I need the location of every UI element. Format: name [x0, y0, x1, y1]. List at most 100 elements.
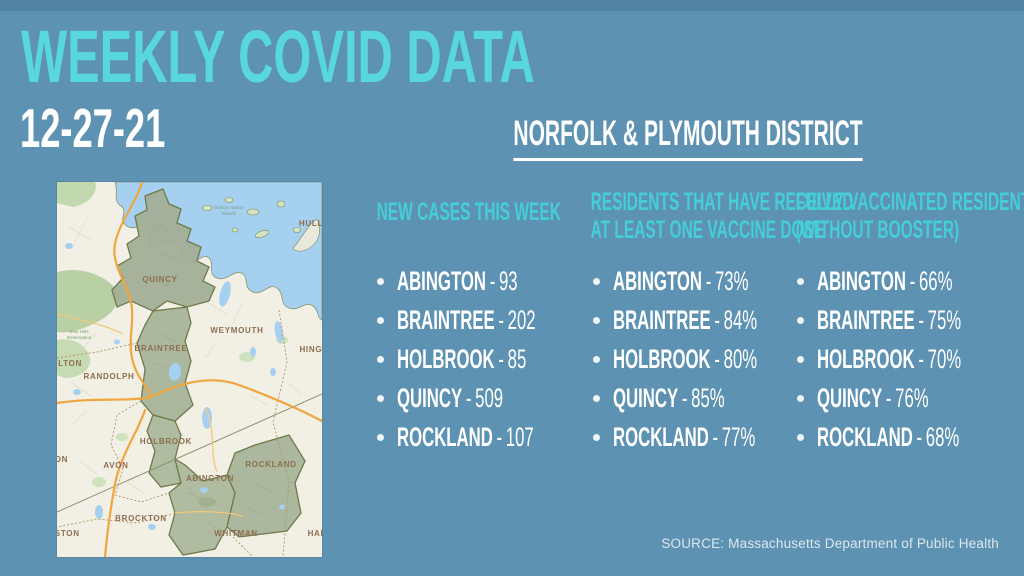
town-value: 68% — [925, 422, 960, 452]
top-shade-band — [0, 0, 1024, 11]
town-value: 107 — [505, 422, 534, 452]
town-label: HOLBROOK — [817, 344, 915, 374]
district-map: MILTON QUINCY HULL WEYMOUTH HINGHAM BRAI… — [56, 181, 323, 558]
bullet-icon — [797, 434, 804, 441]
bullet-icon — [377, 356, 384, 363]
bullet-icon — [593, 317, 600, 324]
town-value: 66% — [918, 266, 953, 296]
town-value: 509 — [475, 383, 504, 413]
map-label-braintree: BRAINTREE — [135, 344, 188, 353]
map-rockland-area — [226, 434, 306, 538]
map-town-labels: MILTON QUINCY HULL WEYMOUTH HINGHAM BRAI… — [57, 219, 322, 538]
separator: - — [714, 344, 720, 374]
town-value: 73% — [714, 266, 749, 296]
map-hull-peninsula — [292, 219, 320, 252]
separator: - — [714, 305, 720, 335]
town-value: 77% — [721, 422, 756, 452]
town-label: BRAINTREE — [613, 305, 711, 335]
separator: - — [496, 422, 503, 452]
list-item: ROCKLAND -77% — [593, 418, 846, 457]
separator: - — [489, 266, 496, 296]
map-label-quincy: QUINCY — [142, 275, 177, 284]
map-label-holbrook: HOLBROOK — [140, 437, 192, 446]
list-item: BRAINTREE -75% — [797, 301, 1024, 340]
header-line: AT LEAST ONE VACCINE DOSE — [590, 216, 825, 244]
bullet-icon — [377, 317, 384, 324]
header-line: (WITHOUT BOOSTER) — [795, 216, 960, 244]
list-item: HOLBROOK -70% — [797, 340, 1024, 379]
list-item: ABINGTON -73% — [593, 262, 846, 301]
town-label: ROCKLAND — [397, 422, 493, 452]
map-street-texture — [66, 217, 302, 543]
map-label-whitman: WHITMAN — [214, 529, 258, 538]
town-value: 80% — [723, 344, 758, 374]
map-label-brockton: BROCKTON — [115, 514, 167, 523]
town-value: 93 — [498, 266, 518, 296]
source-attribution: SOURCE: Massachusetts Department of Publ… — [661, 536, 999, 551]
district-heading-wrap: NORFOLK & PLYMOUTH DISTRICT — [397, 116, 897, 161]
bullet-icon — [797, 278, 804, 285]
map-label-canton: CANTON — [57, 455, 68, 464]
list-item: BRAINTREE -84% — [593, 301, 846, 340]
list-item: HOLBROOK -80% — [593, 340, 846, 379]
town-label: ROCKLAND — [817, 422, 913, 452]
map-secondary-roads — [57, 313, 244, 517]
map-abington-park — [198, 497, 216, 507]
list-item: QUINCY -85% — [593, 379, 846, 418]
town-value: 76% — [895, 383, 929, 413]
list-item: QUINCY -76% — [797, 379, 1024, 418]
separator: - — [498, 344, 504, 374]
list-item: BRAINTREE -202 — [377, 301, 621, 340]
header-line: FULLY VACCINATED RESIDENTS — [795, 188, 1024, 216]
separator: - — [916, 422, 923, 452]
map-svg: MILTON QUINCY HULL WEYMOUTH HINGHAM BRAI… — [57, 182, 322, 557]
map-label-blue-hills-2: Reservation — [67, 335, 92, 340]
list-item: ROCKLAND -68% — [797, 418, 1024, 457]
fully-vaccinated-list: ABINGTON -66% BRAINTREE -75% HOLBROOK -70% … — [797, 262, 1024, 457]
map-islands — [201, 197, 302, 238]
list-item: ROCKLAND -107 — [377, 418, 621, 457]
map-label-harbor-islands-2: Islands — [222, 211, 237, 216]
map-label-harbor-islands-1: Boston Harbor — [214, 205, 244, 210]
separator: - — [918, 344, 924, 374]
one-dose-list: ABINGTON -73% BRAINTREE -84% HOLBROOK -80% … — [593, 262, 846, 457]
separator: - — [705, 266, 712, 296]
separator: - — [885, 383, 892, 413]
header-line: RESIDENTS THAT HAVE RECEIVED — [590, 188, 854, 216]
bullet-icon — [377, 278, 384, 285]
map-label-weymouth: WEYMOUTH — [210, 326, 263, 335]
map-label-randolph: RANDOLPH — [84, 372, 135, 381]
town-label: BRAINTREE — [397, 305, 495, 335]
report-date: 12-27-21 — [20, 97, 166, 159]
bullet-icon — [797, 317, 804, 324]
separator: - — [712, 422, 719, 452]
column-header-fully-vaccinated: FULLY VACCINATED RESIDENTS (WITHOUT BOOS… — [750, 188, 1024, 244]
map-label-avon: AVON — [103, 461, 128, 470]
map-label-milton: MILTON — [57, 359, 82, 368]
map-label-hull: HULL — [299, 219, 322, 228]
separator: - — [498, 305, 504, 335]
column-header-new-cases: NEW CASES THIS WEEK — [331, 198, 571, 226]
town-label: ABINGTON — [613, 266, 702, 296]
map-label-hingham: HINGHAM — [299, 345, 322, 354]
list-item: ABINGTON -66% — [797, 262, 1024, 301]
column-header-one-dose: RESIDENTS THAT HAVE RECEIVED AT LEAST ON… — [545, 188, 854, 244]
town-value: 202 — [507, 305, 536, 335]
map-holbrook-area — [146, 414, 182, 488]
list-item: QUINCY -509 — [377, 379, 621, 418]
bullet-icon — [593, 278, 600, 285]
map-label-blue-hills-1: Blue Hills — [69, 329, 89, 334]
list-item: ABINGTON -93 — [377, 262, 621, 301]
town-label: ABINGTON — [397, 266, 486, 296]
map-label-rockland: ROCKLAND — [245, 460, 296, 469]
town-label: HOLBROOK — [397, 344, 495, 374]
map-ponds — [65, 243, 285, 530]
district-heading: NORFOLK & PLYMOUTH DISTRICT — [513, 116, 863, 161]
map-label-hanson: HANSON — [308, 529, 322, 538]
town-label: QUINCY — [397, 383, 463, 413]
bullet-icon — [593, 434, 600, 441]
bullet-icon — [797, 356, 804, 363]
town-value: 85 — [507, 344, 527, 374]
town-value: 84% — [723, 305, 758, 335]
